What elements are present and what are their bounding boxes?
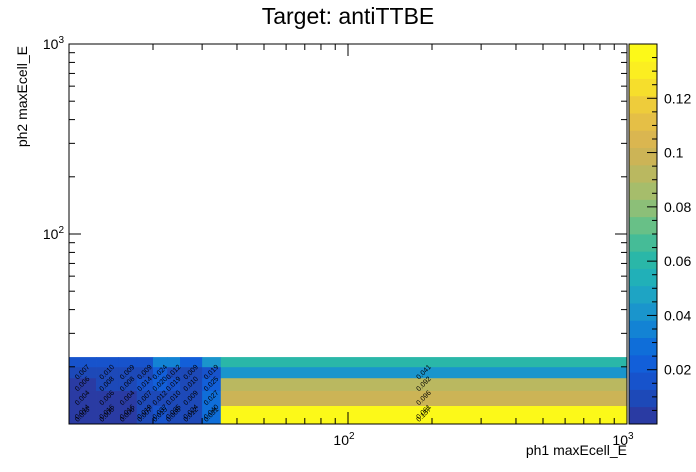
heatmap-cell — [220, 366, 628, 379]
x-axis-label: ph1 maxEcell_E — [526, 442, 627, 458]
heatmap-cell — [152, 405, 168, 425]
colorbar-segment — [629, 389, 657, 408]
colorbar-segment — [629, 372, 657, 390]
colorbar-segment — [629, 164, 657, 183]
heatmap-cell — [69, 366, 97, 379]
y-axis-label: ph2 maxEcell_E — [14, 46, 30, 147]
heatmap-cell — [118, 357, 138, 368]
colorbar-segment — [629, 78, 657, 97]
heatmap-cell — [167, 390, 181, 406]
heatmap-cell — [180, 377, 203, 391]
colorbar-tick-label: 0.12 — [664, 90, 691, 106]
heatmap-cell — [69, 390, 97, 406]
heatmap-cell — [202, 405, 222, 425]
colorbar-segment — [629, 320, 657, 339]
colorbar-segment — [629, 130, 657, 149]
colorbar-segment — [629, 61, 657, 79]
colorbar-tick-label: 0.08 — [664, 199, 691, 215]
heatmap-cell — [69, 405, 97, 425]
colorbar-segment — [629, 303, 657, 321]
colorbar-segment — [629, 285, 657, 304]
x-tick-label: 103 — [612, 431, 634, 448]
heatmap-cell — [180, 357, 203, 368]
heatmap-cell — [167, 357, 181, 368]
heatmap-cell — [180, 390, 203, 406]
colorbar-segment — [629, 268, 657, 287]
heatmap-cell — [96, 377, 119, 391]
heatmap-cell — [136, 405, 154, 425]
heatmap-cell — [136, 390, 154, 406]
colorbar-segment — [629, 354, 657, 373]
colorbar-segment — [629, 182, 657, 200]
chart-title: Target: antiTTBE — [261, 3, 435, 29]
heatmap-cell — [167, 377, 181, 391]
heatmap-cell — [96, 366, 119, 379]
heatmap-cell — [96, 390, 119, 406]
colorbar-segment — [629, 216, 657, 235]
colorbar-segment — [629, 147, 657, 166]
heatmap-cell — [118, 377, 138, 391]
heatmap-cell — [220, 405, 628, 425]
colorbar-segment — [629, 251, 657, 269]
colorbar-segment — [629, 406, 657, 425]
heatmap-cell — [167, 405, 181, 425]
heatmap-cell — [96, 405, 119, 425]
x-tick-label: 102 — [333, 431, 355, 448]
y-tick-label: 102 — [43, 225, 65, 242]
heatmap-cell — [220, 390, 628, 406]
heatmap-cell — [136, 357, 154, 368]
heatmap-cell — [136, 366, 154, 379]
heatmap-cell — [152, 366, 168, 379]
heatmap-cell — [96, 357, 119, 368]
heatmap-cell — [180, 405, 203, 425]
heatmap-cell — [167, 366, 181, 379]
colorbar-segment — [629, 337, 657, 356]
heatmap-cell — [136, 377, 154, 391]
heatmap-cell — [202, 377, 222, 391]
heatmap-cell — [69, 377, 97, 391]
heatmap-cell — [202, 366, 222, 379]
colorbar-tick-label: 0.04 — [664, 307, 691, 323]
colorbar-segment — [629, 95, 657, 114]
heatmap-cell — [180, 366, 203, 379]
colorbar-segment — [629, 113, 657, 131]
heatmap-cell — [152, 390, 168, 406]
heatmap-cell — [118, 390, 138, 406]
colorbar-tick-label: 0.1 — [664, 145, 684, 161]
y-tick-label: 103 — [43, 35, 65, 52]
colorbar-tick-label: 0.06 — [664, 253, 691, 269]
heatmap-cell — [220, 357, 628, 368]
heatmap-cell — [69, 357, 97, 368]
colorbar-segment — [629, 199, 657, 218]
colorbar-segment — [629, 44, 657, 62]
heatmap-cell — [152, 357, 168, 368]
colorbar-tick-label: 0.02 — [664, 362, 691, 378]
heatmap-cell — [118, 366, 138, 379]
heatmap-cell — [118, 405, 138, 425]
heatmap-cell — [220, 377, 628, 391]
heatmap-cell — [152, 377, 168, 391]
heatmap-cell — [202, 390, 222, 406]
heatmap-cell — [202, 357, 222, 368]
colorbar-segment — [629, 234, 657, 252]
